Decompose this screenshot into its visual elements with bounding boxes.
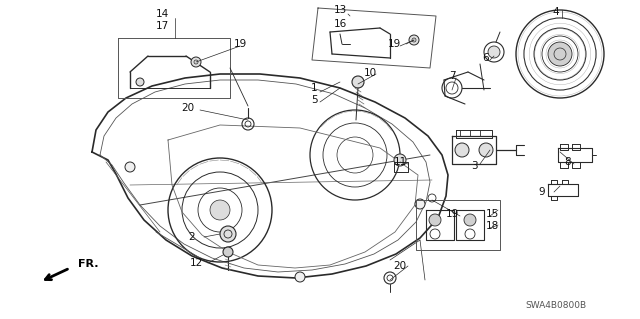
Circle shape <box>415 199 425 209</box>
Text: 7: 7 <box>449 71 455 81</box>
Circle shape <box>352 76 364 88</box>
Circle shape <box>220 226 236 242</box>
Text: 19: 19 <box>234 39 246 49</box>
Circle shape <box>295 272 305 282</box>
Text: 13: 13 <box>333 5 347 15</box>
Circle shape <box>488 46 500 58</box>
Circle shape <box>394 154 406 166</box>
Text: 19: 19 <box>387 39 401 49</box>
Text: 14: 14 <box>156 9 168 19</box>
Circle shape <box>191 57 201 67</box>
Circle shape <box>125 162 135 172</box>
Text: 2: 2 <box>189 232 195 242</box>
Text: 15: 15 <box>485 209 499 219</box>
Text: 20: 20 <box>181 103 195 113</box>
Text: 17: 17 <box>156 21 168 31</box>
Text: 20: 20 <box>394 261 406 271</box>
Circle shape <box>429 214 441 226</box>
Text: 8: 8 <box>564 157 572 167</box>
Text: 9: 9 <box>539 187 545 197</box>
Circle shape <box>464 214 476 226</box>
Text: 12: 12 <box>189 258 203 268</box>
Text: 5: 5 <box>310 95 317 105</box>
Text: 11: 11 <box>394 157 406 167</box>
Text: 16: 16 <box>333 19 347 29</box>
Text: 3: 3 <box>470 161 477 171</box>
Text: FR.: FR. <box>78 259 99 269</box>
Text: 10: 10 <box>364 68 376 78</box>
Text: 18: 18 <box>485 221 499 231</box>
Circle shape <box>223 247 233 257</box>
Circle shape <box>548 42 572 66</box>
Circle shape <box>210 200 230 220</box>
Circle shape <box>479 143 493 157</box>
Text: 1: 1 <box>310 83 317 93</box>
Circle shape <box>455 143 469 157</box>
Text: 4: 4 <box>553 7 559 17</box>
Text: SWA4B0800B: SWA4B0800B <box>525 301 587 310</box>
Circle shape <box>136 78 144 86</box>
Circle shape <box>409 35 419 45</box>
Text: 6: 6 <box>483 53 490 63</box>
Text: 19: 19 <box>445 209 459 219</box>
